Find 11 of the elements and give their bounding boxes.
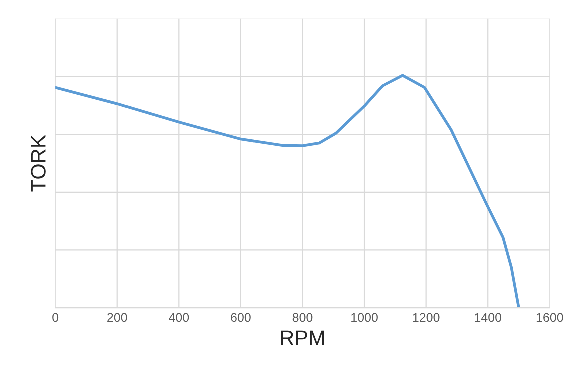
x-tick-label: 1600 — [536, 313, 564, 322]
x-axis-title: RPM — [281, 330, 324, 346]
x-tick-label: 200 — [108, 313, 128, 322]
x-tick-label: 1200 — [413, 313, 440, 322]
x-tick-label: 600 — [231, 313, 251, 322]
x-tick-label: 400 — [169, 313, 190, 322]
x-tick-label: 800 — [292, 313, 313, 322]
y-axis-title: TORK — [31, 134, 46, 192]
x-tick-label: 0 — [52, 313, 59, 322]
x-tick-label: 1400 — [475, 313, 502, 322]
x-tick-label: 1000 — [352, 313, 378, 322]
